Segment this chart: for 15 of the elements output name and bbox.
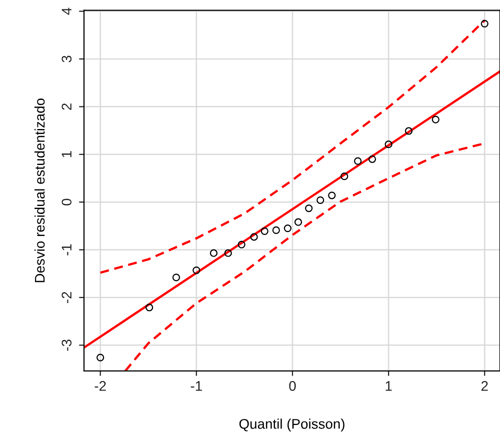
y-tick-label: 2 xyxy=(62,104,72,110)
x-tick-label: -2 xyxy=(94,381,106,391)
y-tick-label: -3 xyxy=(62,340,72,351)
x-tick-label: 1 xyxy=(386,381,392,391)
x-tick-label: -1 xyxy=(190,381,202,391)
y-axis-title: Desvio residual estudentizado xyxy=(34,98,45,282)
x-tick-label: 2 xyxy=(481,381,488,391)
y-tick-label: 0 xyxy=(62,198,72,206)
y-tick-label: -2 xyxy=(62,292,72,304)
y-tick-label: 3 xyxy=(62,56,72,62)
x-tick-label: 0 xyxy=(289,381,296,391)
y-tick-label: 1 xyxy=(62,151,72,158)
y-tick-label: 4 xyxy=(62,8,72,15)
x-axis-title: Quantil (Poisson) xyxy=(239,418,344,432)
y-tick-label: -1 xyxy=(62,244,72,256)
